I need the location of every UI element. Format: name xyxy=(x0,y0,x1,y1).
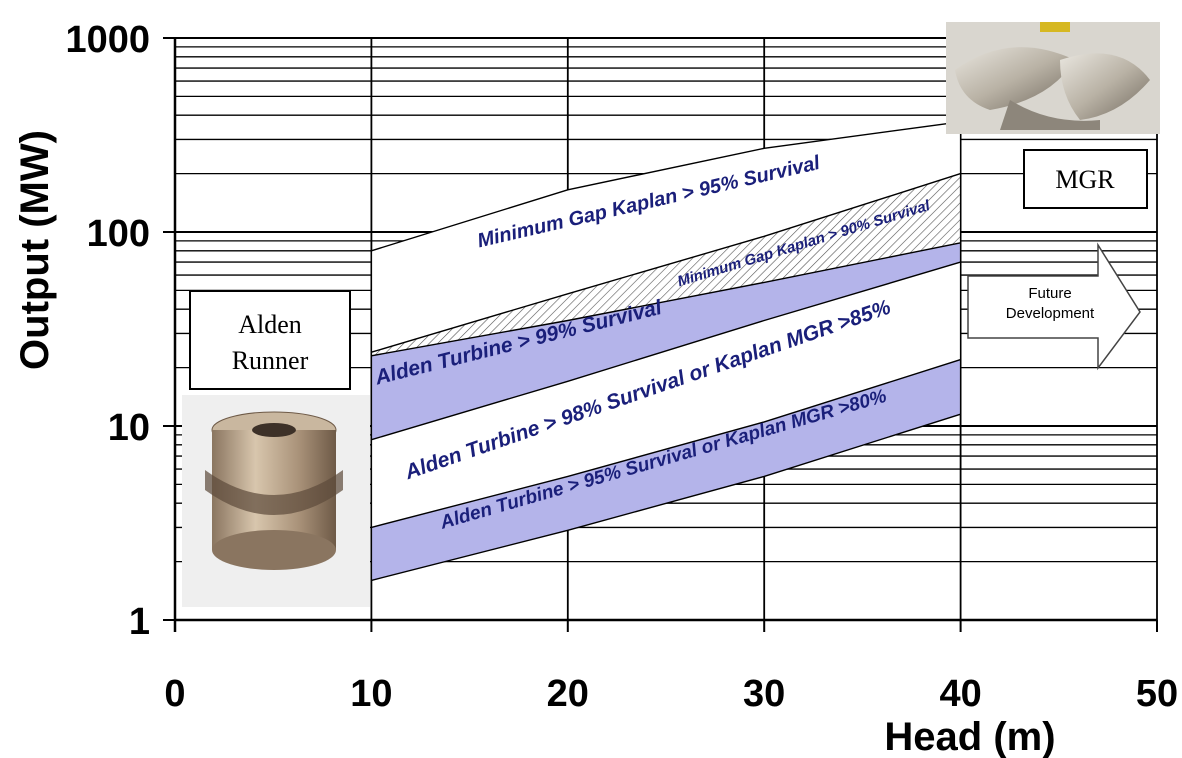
future-label-line1: Future xyxy=(1028,285,1071,302)
boundary-mgk95_bottom xyxy=(371,172,961,353)
band-mgk90 xyxy=(371,173,961,356)
x-tick-label: 10 xyxy=(350,673,392,715)
y-tick-label: 1000 xyxy=(65,19,150,61)
boundary-alden95_bottom xyxy=(371,413,961,582)
boundary-alden99_bottom xyxy=(371,261,961,441)
alden-runner-callout: Alden Runner xyxy=(189,290,351,390)
x-tick-label: 20 xyxy=(547,673,589,715)
y-tick-label: 100 xyxy=(87,213,150,255)
boundary-alden99_top xyxy=(371,242,961,357)
axes: 0 10 20 30 40 50 1 10 100 1000 xyxy=(65,19,1178,715)
x-axis-title: Head (m) xyxy=(884,715,1055,758)
mgr-photo xyxy=(946,22,1160,134)
boundary-mgk95_top xyxy=(371,121,961,252)
y-tick-label: 10 xyxy=(108,407,150,449)
future-development-arrow: Future Development xyxy=(967,242,1141,371)
x-tick-label: 50 xyxy=(1136,673,1178,715)
boundary-alden95_top xyxy=(371,358,961,529)
x-tick-label: 0 xyxy=(164,673,185,715)
survival-bands xyxy=(370,121,962,582)
alden-runner-photo xyxy=(182,395,370,607)
future-label-line2: Development xyxy=(1006,305,1095,322)
x-tick-label: 30 xyxy=(743,673,785,715)
band-alden95 xyxy=(371,359,961,581)
mgr-label: MGR xyxy=(1055,165,1115,194)
alden-label-line1: Alden xyxy=(238,310,302,339)
alden-label-line2: Runner xyxy=(232,346,309,375)
y-tick-label: 1 xyxy=(129,601,150,643)
y-axis-title: Output (MW) xyxy=(13,130,57,370)
band-alden99 xyxy=(371,242,961,440)
x-tick-label: 40 xyxy=(939,673,981,715)
mgr-label-box: MGR xyxy=(1023,149,1148,209)
